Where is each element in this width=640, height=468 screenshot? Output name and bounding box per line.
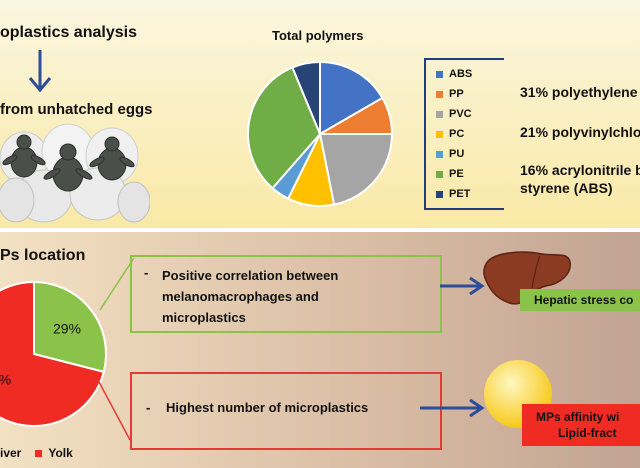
legend-label: PP xyxy=(449,88,464,100)
highest-dash: - xyxy=(146,400,151,415)
legend-label: PET xyxy=(449,188,471,200)
location-title: Ps location xyxy=(0,247,86,264)
connector-lines xyxy=(97,257,135,441)
correlation-dash: - xyxy=(144,265,149,280)
correlation-line-2: melanomacrophages and xyxy=(162,289,319,304)
pie-slice-pe xyxy=(247,66,322,190)
legend-swatch xyxy=(436,150,443,158)
highest-box: - Highest number of microplastics xyxy=(130,372,442,450)
legend-label: PVC xyxy=(449,108,472,120)
pie-label-yolk: 1% xyxy=(0,372,11,388)
pie-slice-yolk xyxy=(0,280,105,427)
pie-label-liver: 29% xyxy=(53,320,81,336)
highest-text: Highest number of microplastics xyxy=(166,400,369,415)
analysis-title: oplastics analysis xyxy=(0,24,137,41)
panel-divider xyxy=(0,228,640,232)
legend-item-pe: PE xyxy=(436,168,464,180)
correlation-text: Positive correlation between melanomacro… xyxy=(162,265,338,328)
legend-label: PE xyxy=(449,168,464,180)
legend-swatch xyxy=(436,70,443,78)
legend-label: PC xyxy=(449,128,465,140)
legend-swatch xyxy=(436,90,443,98)
correlation-line-3: microplastics xyxy=(162,310,246,325)
liver-icon xyxy=(483,251,571,305)
legend-swatch xyxy=(436,130,443,138)
legend-label: PU xyxy=(449,148,465,160)
pie-slice-liver xyxy=(33,280,107,374)
legend-yolk-swatch xyxy=(35,449,43,457)
legend-swatch xyxy=(436,170,443,178)
stat-polyvinylchloride: 21% polyvinylchlo xyxy=(520,124,640,140)
correlation-line-1: Positive correlation between xyxy=(162,268,339,283)
mps-affinity-line-2: Lipid-fract xyxy=(558,426,617,440)
chart-title: Total polymers xyxy=(272,28,364,43)
legend-yolk-label: Yolk xyxy=(48,446,73,460)
stat-abs-line2: styrene (ABS) xyxy=(520,180,613,196)
polymer-pie-chart xyxy=(247,60,394,207)
legend-swatch xyxy=(436,190,443,198)
legend-item-abs: ABS xyxy=(436,68,472,80)
location-pie-chart: 29% 1% xyxy=(0,280,107,427)
stat-polyethylene: 31% polyethylene xyxy=(520,84,638,100)
mps-affinity-line-1: MPs affinity wi xyxy=(536,410,620,424)
legend-label: ABS xyxy=(449,68,473,80)
legend-item-pet: PET xyxy=(436,188,470,200)
pie-slice-abs xyxy=(319,60,384,136)
legend-item-pc: PC xyxy=(436,128,464,140)
legend-item-pvc: PVC xyxy=(436,108,472,120)
right-arrow-icon xyxy=(440,276,485,296)
stat-abs-line1: 16% acrylonitrile b xyxy=(520,162,640,178)
legend-swatch xyxy=(436,110,443,118)
legend-item-pp: PP xyxy=(436,88,464,100)
turtle-hatchlings-image xyxy=(0,123,150,223)
correlation-box: - Positive correlation between melanomac… xyxy=(130,255,442,333)
pie-slice-pet xyxy=(291,60,321,135)
eggs-caption: from unhatched eggs xyxy=(0,101,153,118)
legend-item-pu: PU xyxy=(436,148,464,160)
down-arrow-icon xyxy=(28,50,52,93)
mps-affinity-label: MPs affinity wi Lipid-fract xyxy=(522,404,640,446)
right-arrow-icon xyxy=(420,398,485,418)
location-legend: iver Yolk xyxy=(0,446,73,460)
hepatic-stress-label: Hepatic stress co xyxy=(520,289,640,311)
legend-liver-label: iver xyxy=(0,446,22,460)
polymer-legend: ABS PP PVC PC PU PE PET xyxy=(424,58,504,210)
pie-slice-pvc xyxy=(318,133,394,206)
